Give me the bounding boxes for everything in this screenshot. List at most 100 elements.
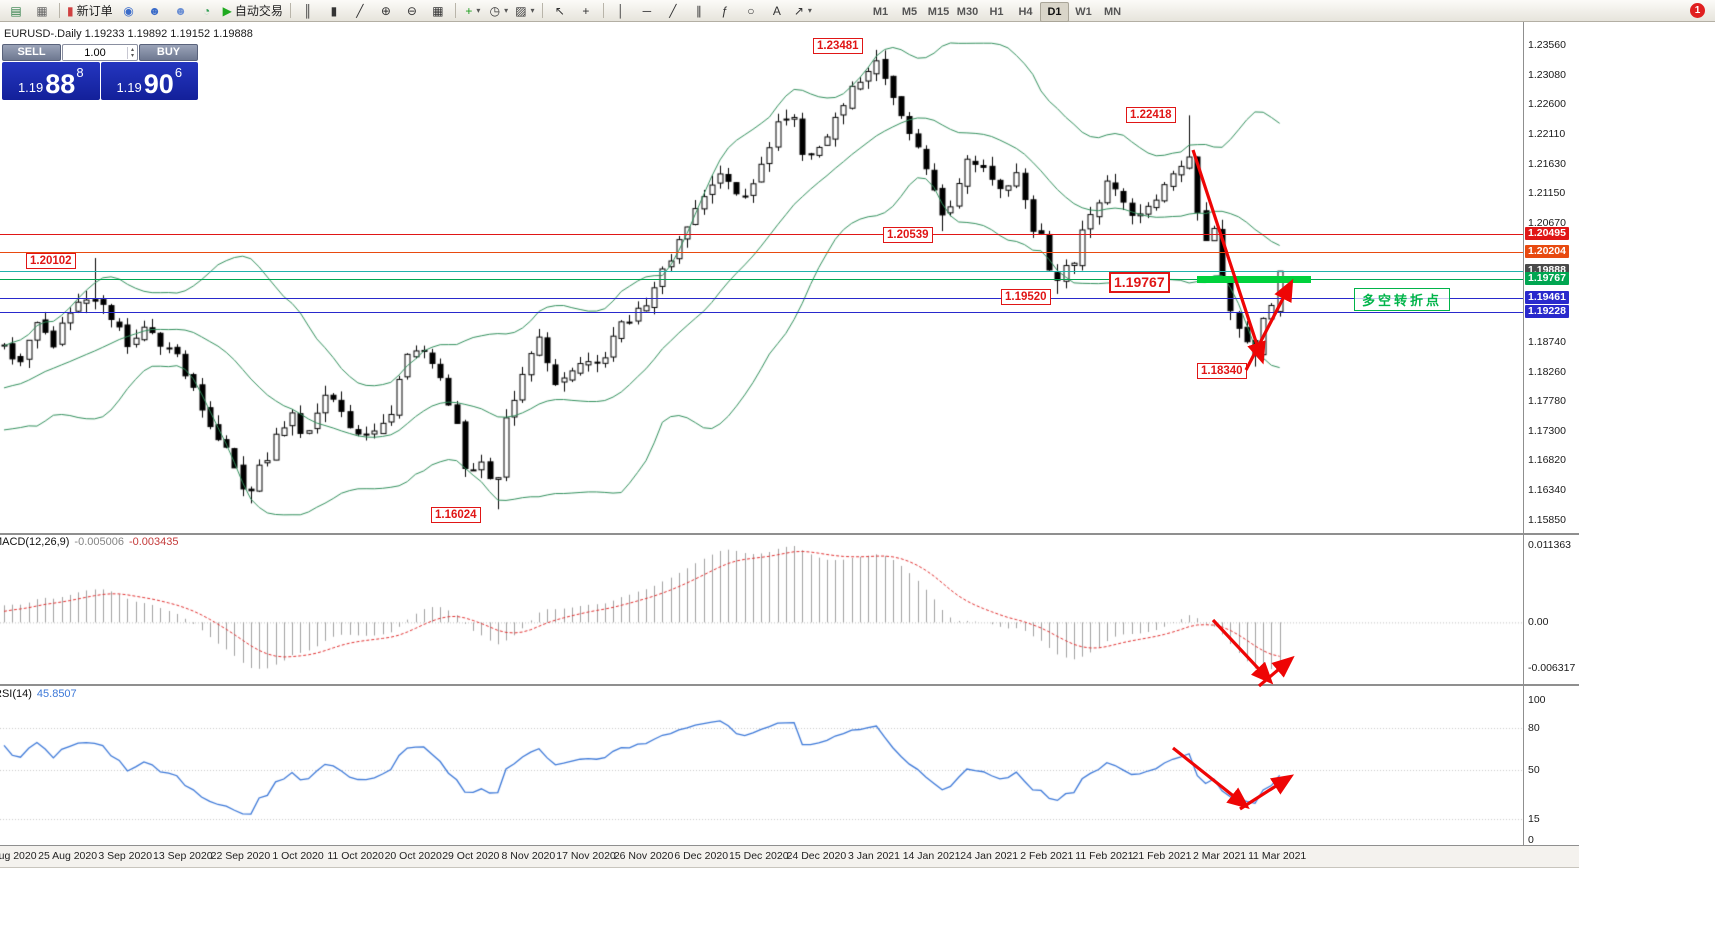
- auto-trading-button[interactable]: ▶ 自动交易: [221, 1, 285, 21]
- market-watch-button[interactable]: ☻: [143, 1, 167, 21]
- price-tick: 1.22600: [1528, 98, 1566, 111]
- crosshair-button[interactable]: +: [574, 1, 598, 21]
- strategy-tester-button[interactable]: ◔: [195, 1, 219, 21]
- macd-axis-max: 0.011363: [1528, 539, 1572, 551]
- dropdown-caret-icon: ▾: [530, 6, 535, 15]
- price-tick: 1.23080: [1528, 68, 1566, 81]
- new-order-icon: ▮: [67, 3, 74, 18]
- pivot-line-119767[interactable]: [0, 279, 1523, 280]
- turning-point-note[interactable]: 多空转折点: [1354, 288, 1451, 311]
- timeframe-m5[interactable]: M5: [901, 6, 918, 18]
- volume-up-icon[interactable]: ▴: [130, 46, 134, 53]
- line-chart-type-icon: ╱: [356, 3, 364, 18]
- timeframe-h1[interactable]: H1: [989, 6, 1004, 18]
- vertical-line-button[interactable]: │: [609, 1, 633, 21]
- candlestick-chart-type-icon: ▮: [330, 3, 338, 18]
- timeframe-h4[interactable]: H4: [1018, 6, 1033, 18]
- shapes-button[interactable]: ○: [739, 1, 763, 21]
- zoom-out-button[interactable]: ⊖: [400, 1, 424, 21]
- candlestick-chart-type-button[interactable]: ▮: [322, 1, 346, 21]
- rsi-value: 45.8507: [36, 688, 77, 700]
- price-axis[interactable]: 0.011363 0.00 -0.006317 1.23560 1.23080 1.…: [1523, 22, 1580, 866]
- resistance-line-120495[interactable]: [0, 234, 1523, 235]
- support-zone-highlight[interactable]: [1197, 276, 1311, 283]
- timeframe-m1[interactable]: M1: [872, 6, 889, 18]
- new-chart-button[interactable]: ▤: [4, 1, 28, 21]
- bid-price-line[interactable]: [0, 271, 1523, 272]
- macd-axis-zero: 0.00: [1528, 616, 1549, 629]
- price-tick: 1.16340: [1528, 483, 1566, 496]
- periods-button[interactable]: ◷ ▾: [487, 1, 511, 21]
- timeframe-m30[interactable]: M30: [956, 6, 979, 18]
- price-tick: 1.20670: [1528, 217, 1566, 230]
- volume-spinner[interactable]: ▴ ▾: [126, 46, 137, 59]
- text-button[interactable]: A: [765, 1, 789, 21]
- time-tick: 25 Aug 2020: [38, 850, 98, 862]
- support-line-119461[interactable]: [0, 298, 1523, 299]
- dropdown-caret-icon: ▾: [476, 6, 481, 15]
- buy-price-display[interactable]: 1.19 90 6: [100, 62, 198, 100]
- time-tick: 9 Aug 2020: [0, 850, 37, 862]
- price-annotation-120102[interactable]: 1.20102: [26, 253, 76, 269]
- sell-price-display[interactable]: 1.19 88 8: [2, 62, 100, 100]
- timeframe-w1[interactable]: W1: [1075, 6, 1092, 18]
- trendline-icon: ╱: [669, 3, 677, 18]
- arrows-button[interactable]: ↗ ▾: [791, 1, 815, 21]
- timeframe-mn[interactable]: MN: [1103, 6, 1122, 18]
- price-tick: 1.23560: [1528, 39, 1566, 51]
- price-annotation-120539[interactable]: 1.20539: [883, 227, 933, 243]
- price-tick: 1.17780: [1528, 395, 1566, 408]
- volume-stepper[interactable]: ▴ ▾: [62, 44, 138, 61]
- support-line-119228[interactable]: [0, 312, 1523, 313]
- line-chart-type-button[interactable]: ╱: [348, 1, 372, 21]
- time-tick: 1 Oct 2020: [272, 850, 324, 862]
- panel-separator-rsi[interactable]: [0, 684, 1579, 686]
- time-tick: 11 Oct 2020: [327, 850, 384, 862]
- price-annotation-123481[interactable]: 1.23481: [813, 38, 863, 54]
- horizontal-line-icon: ─: [642, 3, 652, 18]
- timeframe-d1[interactable]: D1: [1040, 2, 1069, 22]
- price-annotation-119520[interactable]: 1.19520: [1001, 289, 1051, 305]
- strategy-tester-icon: ◔: [203, 3, 211, 18]
- price-chart-canvas[interactable]: [0, 22, 1523, 845]
- cursor-button[interactable]: ↖: [548, 1, 572, 21]
- profiles-button[interactable]: ▦: [30, 1, 54, 21]
- trendline-button[interactable]: ╱: [661, 1, 685, 21]
- panel-separator-macd[interactable]: [0, 533, 1579, 535]
- notification-badge[interactable]: 1: [1690, 3, 1705, 18]
- templates-button[interactable]: ▨ ▾: [513, 1, 537, 21]
- tile-windows-button[interactable]: ▦: [426, 1, 450, 21]
- mql-community-button[interactable]: ◉: [117, 1, 141, 21]
- price-annotation-118340[interactable]: 1.18340: [1197, 363, 1247, 379]
- dropdown-caret-icon: ▾: [504, 6, 509, 15]
- new-order-button[interactable]: ▮ 新订单: [65, 1, 115, 21]
- zoom-in-button[interactable]: ⊕: [374, 1, 398, 21]
- resistance-line-120204[interactable]: [0, 252, 1523, 253]
- sell-button[interactable]: SELL: [2, 44, 61, 61]
- market-watch-icon: ☻: [148, 3, 161, 18]
- price-label-119228: 1.19228: [1525, 304, 1569, 318]
- price-annotation-122418[interactable]: 1.22418: [1126, 107, 1176, 123]
- data-window-button[interactable]: ☻: [169, 1, 193, 21]
- volume-input[interactable]: [63, 45, 127, 60]
- buy-button[interactable]: BUY: [139, 44, 198, 61]
- equidistant-channel-button[interactable]: ∥: [687, 1, 711, 21]
- price-annotation-116024[interactable]: 1.16024: [431, 507, 481, 523]
- vertical-line-icon: │: [617, 3, 625, 18]
- macd-value: -0.005006: [74, 536, 124, 548]
- bar-chart-type-button[interactable]: ║: [296, 1, 320, 21]
- price-tick: 1.17300: [1528, 424, 1566, 437]
- fibonacci-button[interactable]: ƒ: [713, 1, 737, 21]
- horizontal-line-button[interactable]: ─: [635, 1, 659, 21]
- time-tick: 22 Sep 2020: [210, 850, 271, 862]
- tile-windows-icon: ▦: [432, 3, 444, 18]
- price-annotation-119767[interactable]: 1.19767: [1109, 272, 1170, 293]
- indicators-button[interactable]: + ▾: [461, 1, 485, 21]
- time-tick: 21 Feb 2021: [1132, 850, 1192, 862]
- volume-down-icon[interactable]: ▾: [130, 52, 134, 59]
- price-tick: 1.18740: [1528, 335, 1566, 348]
- time-tick: 20 Oct 2020: [384, 850, 442, 862]
- timeframe-m15[interactable]: M15: [927, 6, 950, 18]
- macd-signal-value: -0.003435: [128, 536, 179, 548]
